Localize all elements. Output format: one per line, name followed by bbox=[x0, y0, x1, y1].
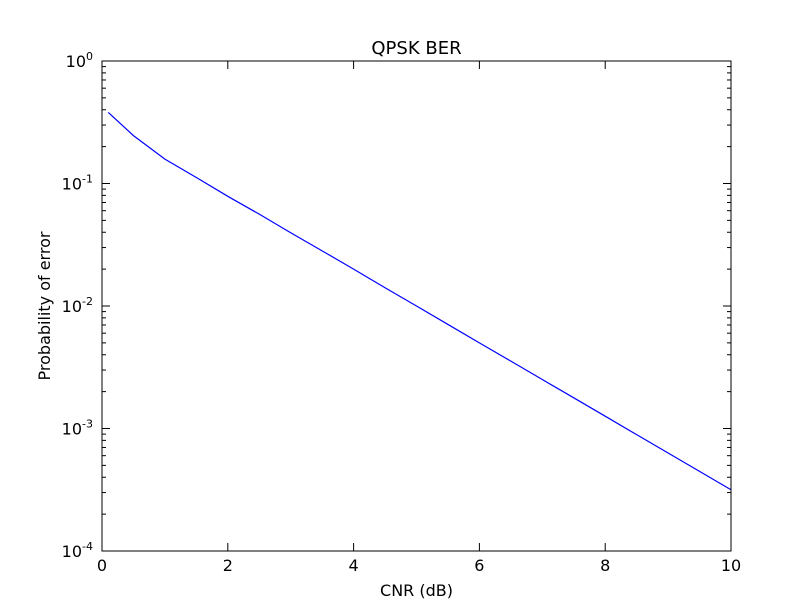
ticks-layer: 0 2 4 6 8 10 100 10-1 10-2 10-3 10-4 bbox=[62, 50, 742, 575]
x-tick-label: 4 bbox=[349, 556, 359, 575]
y-tick-label: 10-1 bbox=[62, 173, 93, 194]
y-tick-label: 10-3 bbox=[62, 418, 93, 439]
y-tick-label: 10-2 bbox=[62, 295, 93, 316]
plot-frame bbox=[101, 60, 732, 552]
x-tick-label: 8 bbox=[600, 556, 610, 575]
y-tick-label: 10-4 bbox=[62, 540, 93, 561]
y-tick-label: 100 bbox=[66, 50, 93, 71]
plot-layer bbox=[107, 112, 732, 491]
x-tick-label: 0 bbox=[97, 556, 107, 575]
x-tick-label: 10 bbox=[721, 556, 741, 575]
y-axis-label: Probability of error bbox=[35, 231, 54, 380]
chart-title: QPSK BER bbox=[371, 38, 461, 59]
x-axis-label: CNR (dB) bbox=[380, 581, 453, 600]
x-tick-label: 6 bbox=[474, 556, 484, 575]
x-tick-label: 2 bbox=[223, 556, 233, 575]
ber-series-line bbox=[107, 112, 732, 491]
